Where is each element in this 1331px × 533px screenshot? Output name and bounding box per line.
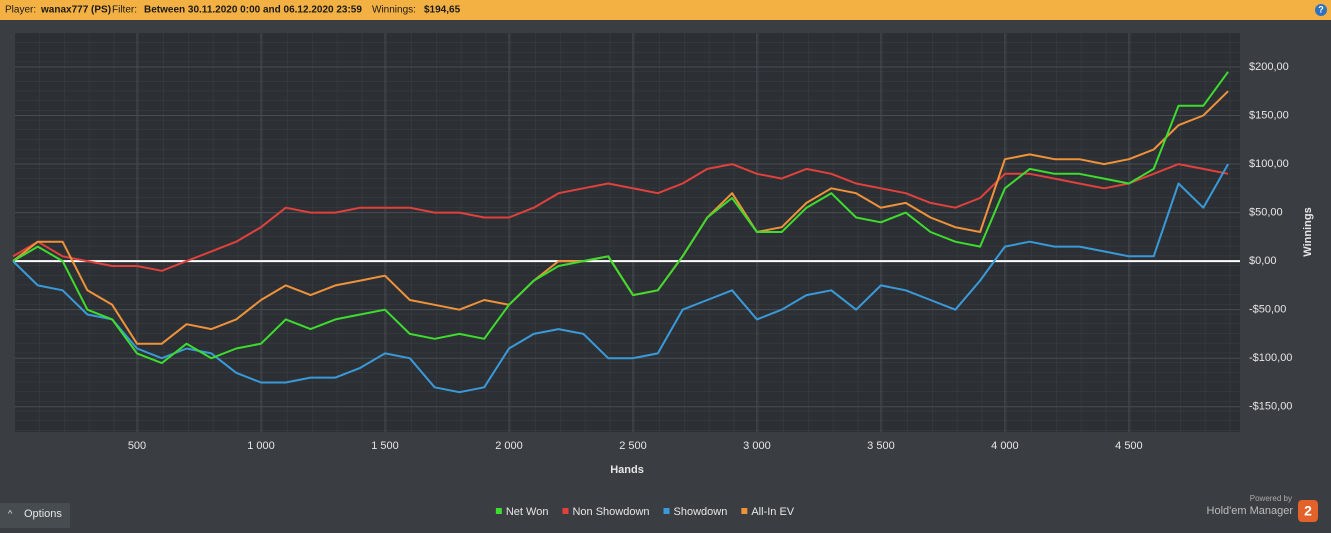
filter-label: Filter: bbox=[112, 5, 137, 16]
y-tick-label: $100,00 bbox=[1249, 158, 1289, 170]
y-tick-label: $150,00 bbox=[1249, 109, 1289, 121]
options-label[interactable]: Options bbox=[24, 508, 62, 520]
y-tick-label: $50,00 bbox=[1249, 207, 1283, 219]
x-tick-label: 4 000 bbox=[991, 440, 1019, 452]
legend-swatch bbox=[663, 508, 670, 514]
x-tick-label: 1 500 bbox=[371, 440, 399, 452]
legend-swatch bbox=[741, 508, 748, 514]
brand-badge bbox=[1298, 500, 1318, 522]
x-axis-label: Hands bbox=[610, 464, 644, 476]
header-bar bbox=[0, 0, 1331, 20]
series-line bbox=[12, 71, 1229, 365]
legend-label: Showdown bbox=[674, 506, 728, 518]
legend-item: All-In EV bbox=[741, 506, 795, 518]
winnings: $194,65 bbox=[424, 5, 461, 16]
help-icon[interactable]: ? bbox=[1318, 4, 1324, 14]
options-button[interactable] bbox=[0, 503, 70, 528]
x-tick-label: 500 bbox=[128, 440, 146, 452]
y-tick-label: -$100,00 bbox=[1249, 352, 1292, 364]
minor-grid bbox=[15, 33, 1240, 432]
winnings-label: Winnings: bbox=[372, 5, 416, 16]
help-button[interactable] bbox=[1315, 4, 1327, 16]
legend-label: Non Showdown bbox=[572, 506, 649, 518]
brand-number: 2 bbox=[1304, 503, 1312, 519]
x-tick-label: 3 000 bbox=[743, 440, 771, 452]
x-tick-label: 2 000 bbox=[495, 440, 523, 452]
player: wanax777 (PS) bbox=[40, 5, 111, 16]
y-axis-label: Winnings bbox=[1302, 207, 1314, 256]
y-tick-label: $0,00 bbox=[1249, 255, 1277, 267]
options-caret[interactable]: ^ bbox=[8, 508, 13, 518]
legend-label: All-In EV bbox=[751, 506, 794, 518]
x-tick-label: 3 500 bbox=[867, 440, 895, 452]
brand: Hold'em Manager bbox=[1207, 505, 1294, 517]
filter: Between 30.11.2020 0:00 and 06.12.2020 2… bbox=[144, 5, 362, 16]
y-tick-label: -$150,00 bbox=[1249, 401, 1292, 413]
legend-item: Non Showdown bbox=[562, 506, 650, 518]
y-tick-label: -$50,00 bbox=[1249, 304, 1286, 316]
series-line bbox=[12, 163, 1229, 272]
legend-item: Net Won bbox=[495, 506, 549, 518]
x-tick-label: 2 500 bbox=[619, 440, 647, 452]
legend-label: Net Won bbox=[506, 506, 549, 518]
y-tick-label: $200,00 bbox=[1249, 61, 1289, 73]
x-tick-label: 4 500 bbox=[1115, 440, 1143, 452]
legend-swatch bbox=[495, 508, 502, 514]
player-label: Player: bbox=[5, 5, 36, 16]
powered-by: Powered by bbox=[1250, 494, 1292, 503]
legend-item: Showdown bbox=[663, 506, 728, 518]
legend-swatch bbox=[562, 508, 569, 514]
x-tick-label: 1 000 bbox=[247, 440, 275, 452]
